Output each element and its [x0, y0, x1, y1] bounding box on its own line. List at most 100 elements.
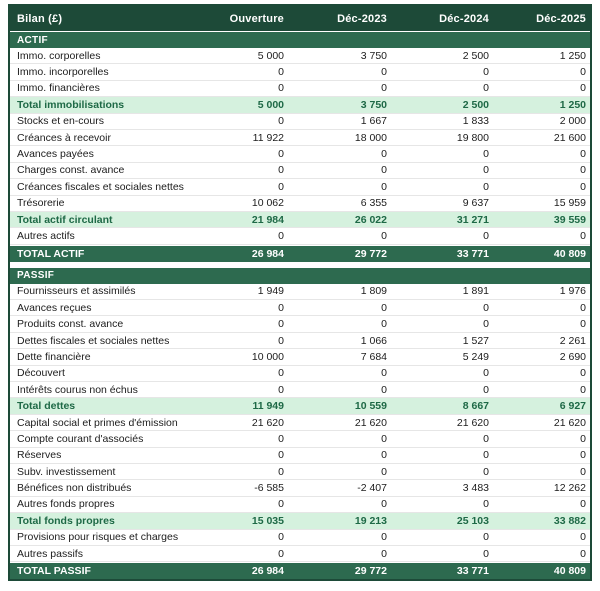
- cell-value: 0: [381, 432, 387, 445]
- table-row-avances-re-ues: Avances reçues 0 0 0 0: [10, 300, 590, 317]
- table-row-immo-corporelles: Immo. corporelles 5 000 3 750 2 500 1 250: [10, 48, 590, 65]
- cell-value: 0: [483, 531, 489, 544]
- cell-value: 0: [278, 498, 284, 511]
- cell-value: 0: [580, 432, 586, 445]
- cell-value: 0: [278, 531, 284, 544]
- cell-value: 10 062: [251, 197, 284, 210]
- cell-value: 0: [483, 66, 489, 79]
- table-row-cr-ances-recevoir: Créances à recevoir 11 922 18 000 19 800 21 …: [10, 129, 590, 147]
- cell-value: 11 922: [252, 131, 284, 144]
- cell-value: 0: [483, 367, 489, 380]
- cell-value: 1 809: [360, 285, 387, 298]
- section-header-actif: ACTIF: [10, 32, 590, 48]
- cell-value: 29 772: [354, 247, 387, 260]
- cell-value: 0: [580, 547, 586, 560]
- cell-value: 5 000: [257, 98, 284, 111]
- row-label: Total dettes: [17, 400, 76, 413]
- cell-value: 0: [483, 148, 489, 161]
- cell-value: 1 250: [559, 49, 586, 62]
- cell-value: 0: [278, 367, 284, 380]
- cell-value: 0: [381, 531, 387, 544]
- cell-value: 0: [278, 383, 284, 396]
- cell-value: 2 500: [462, 98, 489, 111]
- cell-value: 21 620: [251, 416, 284, 429]
- cell-value: 0: [483, 301, 489, 314]
- cell-value: 40 809: [553, 565, 586, 578]
- row-label: Total fonds propres: [17, 514, 115, 527]
- cell-value: 0: [278, 334, 284, 347]
- table-row-total-fonds-propres: Total fonds propres 15 035 19 213 25 103 33 …: [10, 513, 590, 530]
- cell-value: 0: [381, 180, 387, 193]
- cell-value: 39 559: [553, 213, 586, 226]
- cell-value: 3 750: [360, 49, 387, 62]
- row-label: Total actif circulant: [17, 213, 113, 226]
- column-header-bilan: Bilan (£): [17, 12, 63, 25]
- cell-value: 0: [278, 449, 284, 462]
- cell-value: 0: [580, 229, 586, 242]
- cell-value: 0: [580, 66, 586, 79]
- cell-value: 0: [483, 164, 489, 177]
- row-label: Avances payées: [17, 148, 94, 161]
- cell-value: 0: [381, 82, 387, 95]
- cell-value: 8 667: [462, 400, 489, 413]
- cell-value: 3 750: [360, 98, 387, 111]
- cell-value: 26 984: [251, 565, 284, 578]
- cell-value: 1 833: [462, 115, 489, 128]
- row-label: Dettes fiscales et sociales nettes: [17, 334, 170, 347]
- section-title: ACTIF: [17, 34, 48, 46]
- cell-value: 21 620: [553, 416, 586, 429]
- column-header-dec-2025: Déc-2025: [536, 12, 586, 25]
- table-row-tr-sorerie: Trésorerie 10 062 6 355 9 637 15 959: [10, 195, 590, 212]
- cell-value: 15 035: [251, 514, 284, 527]
- cell-value: 33 771: [456, 247, 489, 260]
- cell-value: 0: [483, 318, 489, 331]
- cell-value: 26 022: [354, 213, 387, 226]
- table-row-provisions-pour-risques-et-charges: Provisions pour risques et charges 0 0 0 0: [10, 529, 590, 546]
- cell-value: 0: [381, 229, 387, 242]
- cell-value: 0: [278, 164, 284, 177]
- cell-value: 0: [483, 547, 489, 560]
- cell-value: 5 249: [462, 350, 489, 363]
- row-label: Autres fonds propres: [17, 498, 115, 511]
- row-label: TOTAL PASSIF: [17, 565, 91, 578]
- table-row-b-n-fices-non-distribu-s: Bénéfices non distribués -6 585 -2 407 3 48…: [10, 480, 590, 497]
- table-body: ACTIF Immo. corporelles 5 000 3 750 2 500 1 2…: [10, 32, 590, 580]
- column-header-ouverture: Ouverture: [229, 12, 284, 25]
- cell-value: 40 809: [553, 247, 586, 260]
- row-label: Compte courant d'associés: [17, 432, 144, 445]
- table-row-autres-passifs: Autres passifs 0 0 0 0: [10, 545, 590, 563]
- cell-value: 0: [381, 367, 387, 380]
- cell-value: 0: [483, 82, 489, 95]
- row-label: Produits const. avance: [17, 318, 124, 331]
- cell-value: 15 959: [553, 197, 586, 210]
- cell-value: 19 213: [354, 514, 387, 527]
- cell-value: 0: [381, 383, 387, 396]
- cell-value: 18 000: [354, 131, 387, 144]
- row-label: Immo. corporelles: [17, 49, 101, 62]
- cell-value: 0: [381, 449, 387, 462]
- cell-value: 26 984: [251, 247, 284, 260]
- cell-value: 0: [580, 318, 586, 331]
- cell-value: 0: [483, 180, 489, 193]
- cell-value: 2 690: [559, 350, 586, 363]
- cell-value: 0: [580, 148, 586, 161]
- row-label: Trésorerie: [17, 197, 65, 210]
- cell-value: 0: [483, 449, 489, 462]
- balance-sheet-table: Bilan (£) Ouverture Déc-2023 Déc-2024 Dé…: [8, 4, 592, 582]
- table-row-capital-social-et-primes-d-mission: Capital social et primes d'émission 21 62…: [10, 414, 590, 432]
- table-row-total-dettes: Total dettes 11 949 10 559 8 667 6 927: [10, 398, 590, 415]
- cell-value: 0: [278, 547, 284, 560]
- cell-value: 0: [483, 229, 489, 242]
- row-label: Subv. investissement: [17, 465, 116, 478]
- cell-value: 33 882: [553, 514, 586, 527]
- cell-value: 0: [580, 383, 586, 396]
- cell-value: 6 355: [360, 197, 387, 210]
- section-title: PASSIF: [17, 270, 55, 282]
- cell-value: 0: [483, 498, 489, 511]
- row-label: Intérêts courus non échus: [17, 383, 138, 396]
- cell-value: 10 000: [251, 350, 284, 363]
- cell-value: -6 585: [254, 482, 284, 495]
- row-label: Autres passifs: [17, 547, 83, 560]
- cell-value: 0: [580, 367, 586, 380]
- table-row-immo-financi-res: Immo. financières 0 0 0 0: [10, 80, 590, 98]
